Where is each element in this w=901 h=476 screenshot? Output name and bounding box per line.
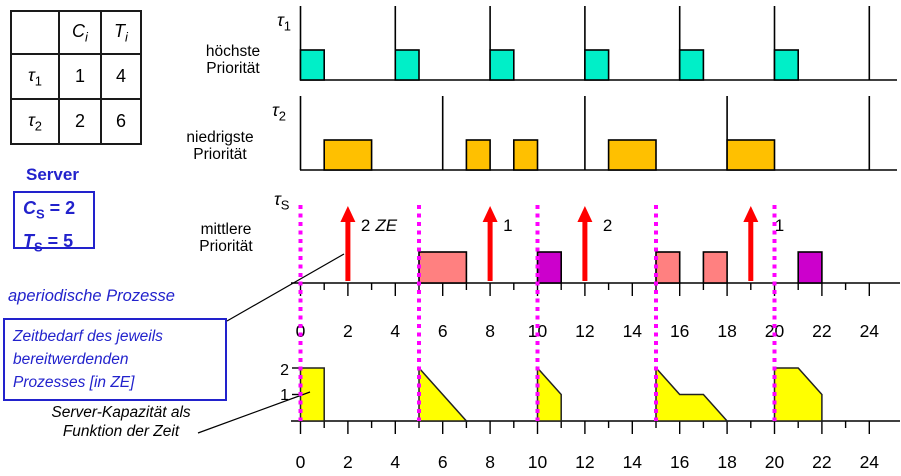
server-cs-param: CS = 2 bbox=[23, 198, 76, 222]
axis-tick-label: 4 bbox=[390, 321, 400, 341]
axis-tick-label: 2 bbox=[343, 452, 353, 472]
capacity-shape bbox=[536, 366, 562, 422]
server-ts-param: TS = 5 bbox=[23, 230, 74, 255]
server-title: Server bbox=[26, 165, 79, 184]
capacity-note-line-2: Funktion der Zeit bbox=[62, 423, 180, 440]
task-parameter-table: Ci Ti τ1 1 4 τ2 2 6 bbox=[10, 10, 142, 145]
demand-callout-box: Zeitbedarf des jeweils bereitwerdenden P… bbox=[3, 318, 227, 401]
axis-tick-label: 4 bbox=[390, 452, 400, 472]
arrival-demand-label: 1 bbox=[775, 216, 784, 235]
axis-tick-label: 22 bbox=[812, 452, 831, 472]
axis-tick-label: 6 bbox=[438, 321, 448, 341]
arrival-arrow-head bbox=[743, 206, 759, 222]
aperiodic-processes-label: aperiodische Prozesse bbox=[8, 287, 175, 305]
server-execution-box bbox=[536, 251, 563, 284]
table-header-ci: Ci bbox=[58, 10, 102, 55]
tau2-symbol: τ2 bbox=[272, 100, 286, 124]
tau2-timeline bbox=[299, 96, 897, 171]
execution-box bbox=[678, 49, 705, 81]
axis-tick-label: 10 bbox=[528, 321, 548, 341]
axis-tick-label: 16 bbox=[670, 321, 689, 341]
axis-tick-label: 16 bbox=[670, 452, 689, 472]
arrival-demand-label: 2 bbox=[603, 216, 612, 235]
axis-tick-label: 12 bbox=[575, 452, 594, 472]
execution-box bbox=[584, 49, 610, 81]
time-axis-middle: 0 2 4 6 8 10 12 14 16 18 20 22 24 bbox=[291, 282, 900, 341]
tau1-timeline bbox=[299, 6, 897, 81]
demand-line-1: Zeitbedarf des jeweils bbox=[13, 328, 163, 345]
execution-box bbox=[489, 49, 515, 81]
server-execution-box bbox=[418, 251, 468, 284]
execution-box bbox=[323, 139, 373, 171]
demand-line-2: bereitwerdenden bbox=[13, 351, 129, 368]
table-row-tau1-name: τ1 bbox=[10, 53, 60, 100]
execution-box bbox=[773, 49, 800, 81]
table-header-ti: Ti bbox=[100, 10, 142, 55]
table-cell-tau2-c: 2 bbox=[58, 98, 102, 145]
axis-tick-label: 18 bbox=[717, 321, 736, 341]
tauS-symbol: τS bbox=[274, 189, 290, 213]
axis-tick-label: 20 bbox=[765, 452, 785, 472]
axis-tick-label: 18 bbox=[717, 452, 736, 472]
execution-box bbox=[465, 139, 491, 171]
execution-box bbox=[512, 139, 539, 171]
capacity-y-label-2: 2 bbox=[280, 362, 289, 379]
demand-callout-line bbox=[226, 253, 345, 322]
replenishment-lines bbox=[298, 205, 777, 421]
aperiodic-arrivals: 2 ZE 1 2 1 bbox=[340, 206, 784, 281]
axis-tick-label: 22 bbox=[812, 321, 831, 341]
axis-tick-label: 20 bbox=[765, 321, 785, 341]
server-parameter-box: CS = 2 TS = 5 bbox=[13, 191, 95, 254]
tau2-priority-label: niedrigste Priorität bbox=[186, 129, 254, 163]
table-corner-cell bbox=[10, 10, 60, 55]
axis-tick-label: 8 bbox=[485, 321, 495, 341]
table-cell-tau1-c: 1 bbox=[58, 53, 102, 100]
capacity-note: Server-Kapazität als Funktion der Zeit bbox=[28, 403, 214, 441]
axis-tick-label: 0 bbox=[296, 321, 306, 341]
server-execution-box bbox=[797, 251, 823, 284]
execution-box bbox=[394, 49, 420, 81]
axis-tick-label: 24 bbox=[860, 321, 880, 341]
table-row-tau2-name: τ2 bbox=[10, 98, 60, 145]
axis-tick-label: 24 bbox=[860, 452, 880, 472]
axis-tick-label: 10 bbox=[528, 452, 548, 472]
time-axis-bottom: 0 2 4 6 8 10 12 14 16 18 20 22 24 bbox=[291, 420, 900, 472]
capacity-shape bbox=[655, 366, 729, 422]
arrival-demand-label: 1 bbox=[503, 216, 512, 235]
execution-box bbox=[299, 49, 326, 81]
arrival-arrow-head bbox=[340, 206, 356, 222]
server-timeline bbox=[418, 251, 823, 284]
axis-tick-label: 14 bbox=[623, 321, 643, 341]
execution-box bbox=[607, 139, 657, 171]
demand-line-3: Prozesses [in ZE] bbox=[13, 374, 135, 391]
axis-tick-label: 14 bbox=[623, 452, 643, 472]
capacity-chart: 21 bbox=[280, 362, 823, 422]
capacity-shape bbox=[773, 367, 823, 422]
axis-tick-label: 0 bbox=[296, 452, 306, 472]
axis-tick-label: 8 bbox=[485, 452, 495, 472]
axis-tick-label: 12 bbox=[575, 321, 594, 341]
capacity-y-label-1: 1 bbox=[280, 387, 289, 404]
tau1-symbol: τ1 bbox=[277, 10, 291, 34]
axis-tick-label: 2 bbox=[343, 321, 353, 341]
arrival-arrow-head bbox=[482, 206, 498, 222]
arrival-demand-label: 2 ZE bbox=[361, 216, 398, 235]
capacity-note-line-1: Server-Kapazität als bbox=[51, 404, 191, 421]
tau1-priority-label: höchste Priorität bbox=[205, 43, 261, 77]
table-cell-tau2-t: 6 bbox=[100, 98, 142, 145]
execution-box bbox=[726, 139, 776, 171]
server-execution-box bbox=[655, 251, 681, 284]
arrival-arrow-head bbox=[577, 206, 593, 222]
tauS-priority-label: mittlere Priorität bbox=[199, 221, 253, 255]
table-cell-tau1-t: 4 bbox=[100, 53, 142, 100]
axis-tick-label: 6 bbox=[438, 452, 448, 472]
callout-lines bbox=[197, 253, 345, 434]
server-execution-box bbox=[702, 251, 728, 284]
capacity-shape bbox=[418, 366, 469, 422]
capacity-callout-line bbox=[197, 391, 311, 434]
